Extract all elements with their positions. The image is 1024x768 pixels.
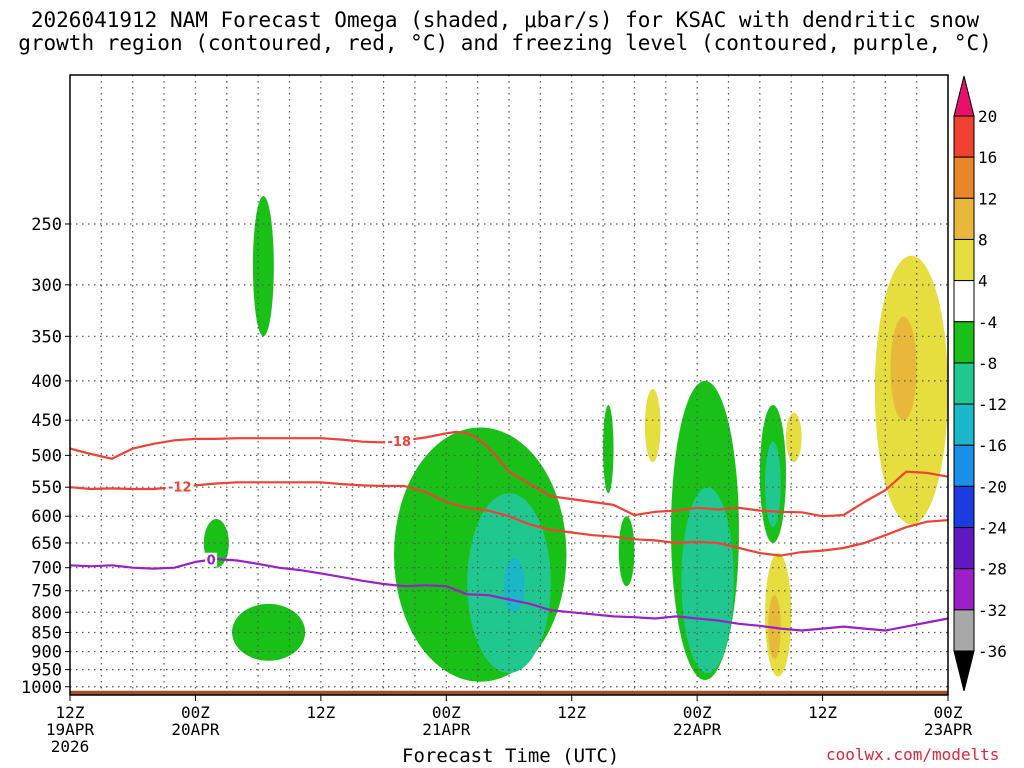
omega-region-13 <box>785 412 802 462</box>
colorbar-label-11: -28 <box>978 560 1007 579</box>
omega-region-6 <box>603 405 614 494</box>
colorbar-label-4: 4 <box>978 272 988 291</box>
title-line-2: growth region (contoured, red, °C) and f… <box>18 31 992 55</box>
x-axis-label: Forecast Time (UTC) <box>402 745 620 767</box>
omega-region-12 <box>644 389 661 462</box>
contour-line-1 <box>69 481 949 557</box>
y-tick-label-950: 950 <box>31 661 62 681</box>
contour-label-bg-2 <box>205 552 218 567</box>
colorbar-arrow-top <box>953 75 975 117</box>
colorbar-arrow-bottom <box>953 650 975 692</box>
credit-text: coolwx.com/modelts <box>826 745 1000 764</box>
x-tick-label-36-0: 00Z <box>432 703 461 722</box>
y-tick-label-600: 600 <box>31 507 62 527</box>
omega-region-11 <box>765 441 781 528</box>
y-tick-label-350: 350 <box>31 327 62 347</box>
y-tick-label-800: 800 <box>31 603 62 623</box>
contour-layer: -18 -12 0 <box>69 430 949 632</box>
colorbar-seg-7 <box>953 403 975 446</box>
colorbar-seg-12 <box>953 609 975 652</box>
x-tick-label-0-0: 12Z <box>56 703 85 722</box>
colorbar-seg-1 <box>953 156 975 199</box>
colorbar-label-9: -20 <box>978 477 1007 496</box>
ground-terrain <box>70 690 948 695</box>
title-line-1: 2026041912 NAM Forecast Omega (shaded, μ… <box>30 8 980 32</box>
x-tick-label-60-1: 22APR <box>673 720 722 739</box>
colorbar-label-1: 16 <box>978 148 997 167</box>
contour-label-1: -12 <box>168 481 192 496</box>
x-tick-label-48-0: 12Z <box>557 703 586 722</box>
chart-title: 2026041912 NAM Forecast Omega (shaded, μ… <box>0 9 1010 55</box>
y-tick-label-300: 300 <box>31 276 62 296</box>
colorbar-seg-6 <box>953 362 975 405</box>
colorbar-label-13: -36 <box>978 642 1007 661</box>
colorbar: 20 16 12 8 4 -4 -8 -12 -16 -20 -24 -28 -32 -36 <box>953 75 1007 692</box>
x-tick-label-60-0: 00Z <box>683 703 712 722</box>
colorbar-seg-2 <box>953 197 975 240</box>
y-tick-label-1000: 1000 <box>21 678 62 698</box>
colorbar-label-10: -24 <box>978 519 1007 538</box>
y-tick-label-900: 900 <box>31 643 62 663</box>
colorbar-seg-3 <box>953 238 975 282</box>
grid-layer <box>70 75 948 695</box>
colorbar-label-0: 20 <box>978 107 997 126</box>
colorbar-label-5: -4 <box>978 313 997 332</box>
omega-region-17 <box>890 316 917 421</box>
omega-region-7 <box>618 516 635 587</box>
x-tick-label-84-1: 23APR <box>924 720 973 739</box>
y-tick-label-250: 250 <box>31 215 62 235</box>
x-tick-label-0-1: 19APR <box>46 720 95 739</box>
colorbar-label-2: 12 <box>978 189 997 208</box>
x-tick-label-84-0: 00Z <box>934 703 963 722</box>
contour-line-0 <box>69 430 949 518</box>
x-tick-label-72-0: 12Z <box>808 703 837 722</box>
y-tick-label-400: 400 <box>31 372 62 392</box>
colorbar-seg-0 <box>953 115 975 158</box>
colorbar-seg-8 <box>953 444 975 487</box>
y-tick-label-450: 450 <box>31 411 62 431</box>
axes-layer: 2503003504004505005506006507007508008509… <box>21 74 973 756</box>
x-tick-label-36-1: 21APR <box>422 720 471 739</box>
x-tick-label-12-1: 20APR <box>171 720 220 739</box>
colorbar-label-12: -32 <box>978 601 1007 620</box>
x-tick-label-0-2: 2026 <box>51 737 90 756</box>
y-tick-label-500: 500 <box>31 446 62 466</box>
ground-layer <box>70 690 948 695</box>
colorbar-seg-5 <box>953 321 975 364</box>
colorbar-seg-10 <box>953 527 975 570</box>
omega-region-9 <box>681 487 734 674</box>
colorbar-seg-11 <box>953 568 975 611</box>
y-tick-label-750: 750 <box>31 582 62 602</box>
x-tick-label-12-0: 00Z <box>181 703 210 722</box>
colorbar-seg-4 <box>953 280 975 323</box>
omega-region-0 <box>252 196 274 337</box>
colorbar-label-7: -12 <box>978 395 1007 414</box>
colorbar-label-8: -16 <box>978 436 1007 455</box>
omega-region-5 <box>503 558 525 613</box>
plot-frame <box>69 74 949 696</box>
contour-label-0: -18 <box>388 435 412 450</box>
omega-shading-layer <box>203 196 949 682</box>
colorbar-seg-9 <box>953 485 975 529</box>
contour-label-bg-1 <box>165 479 194 494</box>
x-tick-label-24-0: 12Z <box>306 703 335 722</box>
y-tick-label-550: 550 <box>31 478 62 498</box>
y-tick-label-700: 700 <box>31 559 62 579</box>
colorbar-label-3: 8 <box>978 230 988 249</box>
contour-label-bg-0 <box>385 433 414 448</box>
contour-label-2: 0 <box>207 554 216 569</box>
y-tick-label-650: 650 <box>31 534 62 554</box>
colorbar-label-6: -8 <box>978 354 997 373</box>
y-tick-label-850: 850 <box>31 624 62 644</box>
